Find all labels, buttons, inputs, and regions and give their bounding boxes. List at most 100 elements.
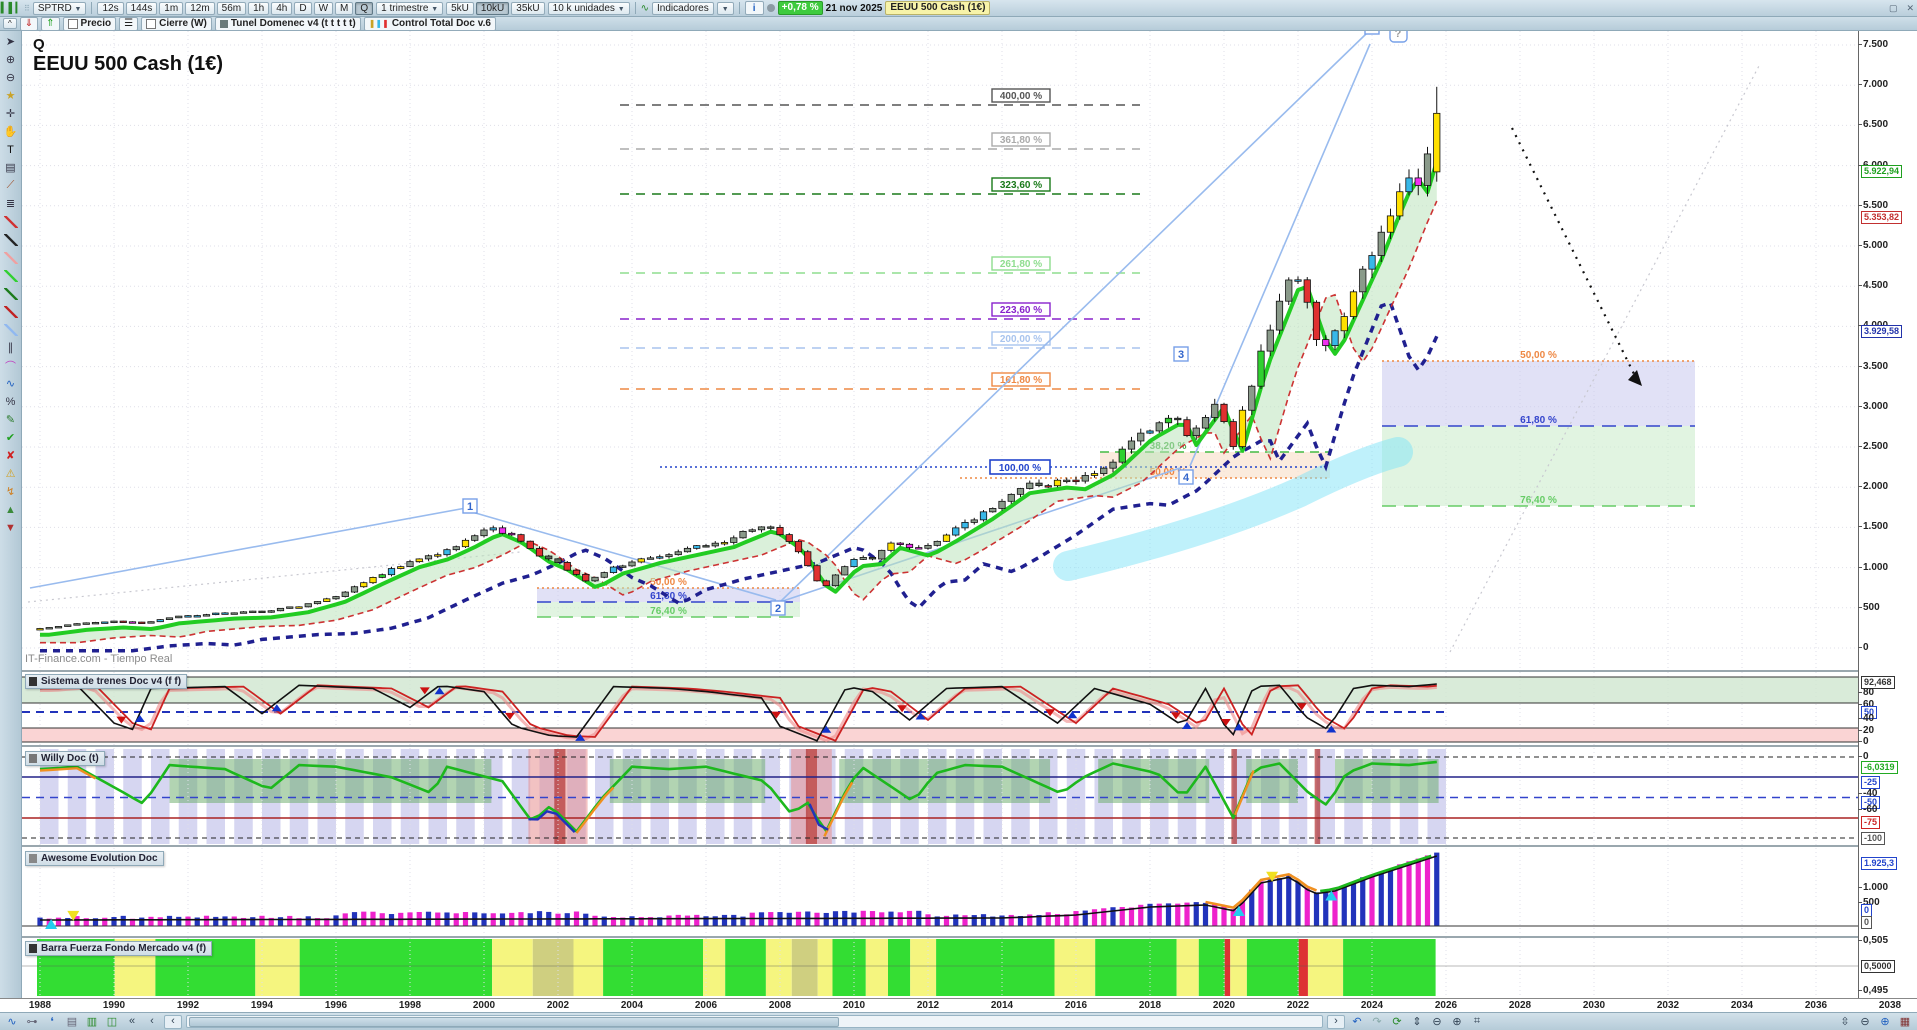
control-total-chip[interactable]: ❚❚❚ Control Total Doc v.6	[363, 16, 496, 31]
fast-ma-line[interactable]	[40, 161, 1439, 637]
price-checkbox[interactable]	[67, 18, 78, 29]
close-window-button[interactable]: ✕	[1906, 2, 1914, 13]
scrollbar-left-button[interactable]: ‹	[164, 1014, 182, 1029]
units-button-5kU[interactable]: 5kU	[446, 1, 474, 15]
main-chart-canvas[interactable]: 50,00 % 61,80 % 76,40 % 50,00 % 61,80 % 76,40…	[22, 31, 1858, 670]
time-axis[interactable]: 1988 1990 1992 1994 1996 1998 2000 2002 2004 2006…	[0, 998, 1917, 1013]
pane-label-sistema[interactable]: Sistema de trenes Doc v4 (f f)	[25, 674, 188, 689]
up-icon[interactable]: ▲	[5, 503, 16, 516]
pencil-icon[interactable]: ✎	[5, 414, 16, 426]
timeframe-button-56m[interactable]: 56m	[216, 1, 247, 15]
buy-arrow-icon[interactable]: ⇑	[41, 16, 60, 31]
indicators-button[interactable]: Indicadores	[652, 1, 714, 15]
collapse-toolbar-button[interactable]: ^	[3, 18, 17, 29]
trendline-blue-icon[interactable]	[2, 321, 20, 338]
symbol-select[interactable]: SPTRD ▼	[32, 1, 87, 15]
wave-label-1[interactable]: 1	[467, 501, 473, 513]
elliott-trendline[interactable]	[779, 33, 1367, 603]
curve-icon[interactable]: ⌒	[5, 360, 16, 373]
wave-icon[interactable]: ∿	[5, 378, 16, 390]
zoom-out-icon[interactable]: ⊖	[5, 72, 16, 84]
units-dropdown[interactable]: 10 k unidades ▼	[547, 1, 630, 15]
delete-icon[interactable]: ✘	[5, 450, 16, 462]
barra-fuerza-canvas[interactable]	[22, 938, 1858, 997]
channel-icon[interactable]: ∥	[7, 342, 14, 354]
notes-icon[interactable]: ▤	[66, 1016, 78, 1028]
redo-icon[interactable]: ↷	[1372, 1016, 1382, 1028]
zoom-vout-icon[interactable]: ⊖	[1860, 1016, 1870, 1028]
text-icon[interactable]: T	[7, 143, 14, 156]
sell-arrow-icon[interactable]: ⇓	[19, 16, 39, 31]
quotes-icon[interactable]: ▍▌▎	[0, 2, 24, 14]
zoom-out-h-icon[interactable]: ⊖	[1432, 1016, 1442, 1028]
pane-divider[interactable]	[22, 670, 1858, 672]
cursor-icon[interactable]: ➤	[5, 36, 16, 48]
restore-window-button[interactable]: ▢	[1888, 2, 1898, 13]
signal-ma-line[interactable]	[40, 200, 1438, 644]
close-w-checkbox[interactable]	[146, 18, 157, 29]
timeframe-button-1m[interactable]: 1m	[159, 1, 184, 15]
star-icon[interactable]: ★	[5, 90, 16, 102]
wave-label-4[interactable]: 4	[1183, 472, 1190, 484]
crosshair-icon[interactable]: ✛	[5, 108, 16, 120]
wave-label-3[interactable]: 3	[1178, 349, 1184, 361]
units-button-10kU[interactable]: 10kU	[475, 1, 510, 15]
collapse-left-icon[interactable]: «	[128, 1015, 136, 1027]
share-icon[interactable]: ⊶	[26, 1016, 38, 1028]
timeframe-button-12s[interactable]: 12s	[97, 1, 124, 15]
timeframe-button-W[interactable]: W	[313, 1, 334, 15]
wave-label-2[interactable]: 2	[775, 603, 781, 615]
refresh-icon[interactable]: ⟳	[1392, 1016, 1402, 1028]
check-icon[interactable]: ✔	[5, 432, 16, 444]
price-axis[interactable]: 7.5007.0006.5006.0005.5005.0004.5004.000…	[1857, 31, 1917, 998]
trendline-black-icon[interactable]	[2, 231, 20, 248]
chart-doc-icon[interactable]: ◫	[106, 1016, 118, 1028]
pane-label-willy[interactable]: Willy Doc (t)	[25, 751, 105, 766]
time-scrollbar-thumb[interactable]	[189, 1017, 839, 1027]
trendline-salmon-icon[interactable]	[2, 249, 20, 266]
willy-doc-canvas[interactable]	[22, 748, 1858, 845]
percent-icon[interactable]: %	[5, 395, 16, 408]
timeframe-button-M[interactable]: M	[335, 1, 354, 15]
awesome-evolution-canvas[interactable]	[22, 848, 1858, 935]
symbol-chip[interactable]: EEUU 500 Cash (1€)	[885, 1, 991, 15]
awesome-envelope[interactable]	[40, 855, 1438, 921]
undo-icon[interactable]: ↶	[1352, 1016, 1362, 1028]
pane-divider[interactable]	[22, 745, 1858, 747]
zoom-in-icon[interactable]: ⊕	[5, 54, 16, 66]
red-line[interactable]	[40, 684, 1437, 742]
timeframe-button-144s[interactable]: 144s	[125, 1, 158, 15]
channel-line[interactable]	[1449, 63, 1761, 653]
trendline-red-icon[interactable]	[2, 213, 20, 230]
zoom-fit-icon[interactable]: ⇕	[1412, 1016, 1422, 1028]
columns-icon[interactable]: ▦	[1899, 1016, 1911, 1028]
indicator-wave-icon[interactable]: ∿	[7, 1016, 17, 1028]
timeframe-dropdown[interactable]: 1 trimestre ▼	[376, 1, 444, 15]
zoom-in-h-icon[interactable]: ⊕	[1452, 1016, 1462, 1028]
sistema-trenes-canvas[interactable]	[22, 672, 1858, 745]
channel-line[interactable]	[27, 551, 521, 603]
willy-line[interactable]	[39, 760, 1437, 833]
black-line[interactable]	[39, 683, 1437, 742]
ruler-icon[interactable]: ⟋	[6, 179, 15, 191]
trendline-darkgreen-icon[interactable]	[2, 285, 20, 302]
pane-label-barra[interactable]: Barra Fuerza Fondo Mercado v4 (f)	[25, 941, 213, 956]
price-toggle[interactable]: Precio	[62, 16, 117, 31]
close-w-toggle[interactable]: Cierre (W)	[141, 16, 212, 31]
elliott-trendline[interactable]	[1189, 43, 1371, 467]
scroll-left-icon[interactable]: ‹	[150, 1015, 154, 1027]
flash-icon[interactable]: ↯	[5, 486, 16, 498]
info-icon[interactable]: i	[744, 1, 764, 15]
wave-label-question[interactable]: ?	[1395, 31, 1402, 40]
cyan-highlight-band[interactable]	[1053, 437, 1413, 581]
ruler-h-icon[interactable]: ⌗	[1473, 1015, 1481, 1027]
pane-label-awesome[interactable]: Awesome Evolution Doc	[25, 851, 164, 866]
wave-label-5[interactable]: 5	[1369, 31, 1375, 34]
tunnel-indicator-chip[interactable]: Tunel Domenec v4 (t t t t t)	[214, 16, 361, 31]
trendline-crimson-icon[interactable]	[2, 303, 20, 320]
scrollbar-right-button[interactable]: ›	[1327, 1014, 1345, 1029]
trendline-green-icon[interactable]	[2, 267, 20, 284]
hand-icon[interactable]: ✋	[3, 126, 18, 138]
down-icon[interactable]: ▼	[5, 521, 16, 534]
timeframe-button-4h[interactable]: 4h	[271, 1, 293, 15]
